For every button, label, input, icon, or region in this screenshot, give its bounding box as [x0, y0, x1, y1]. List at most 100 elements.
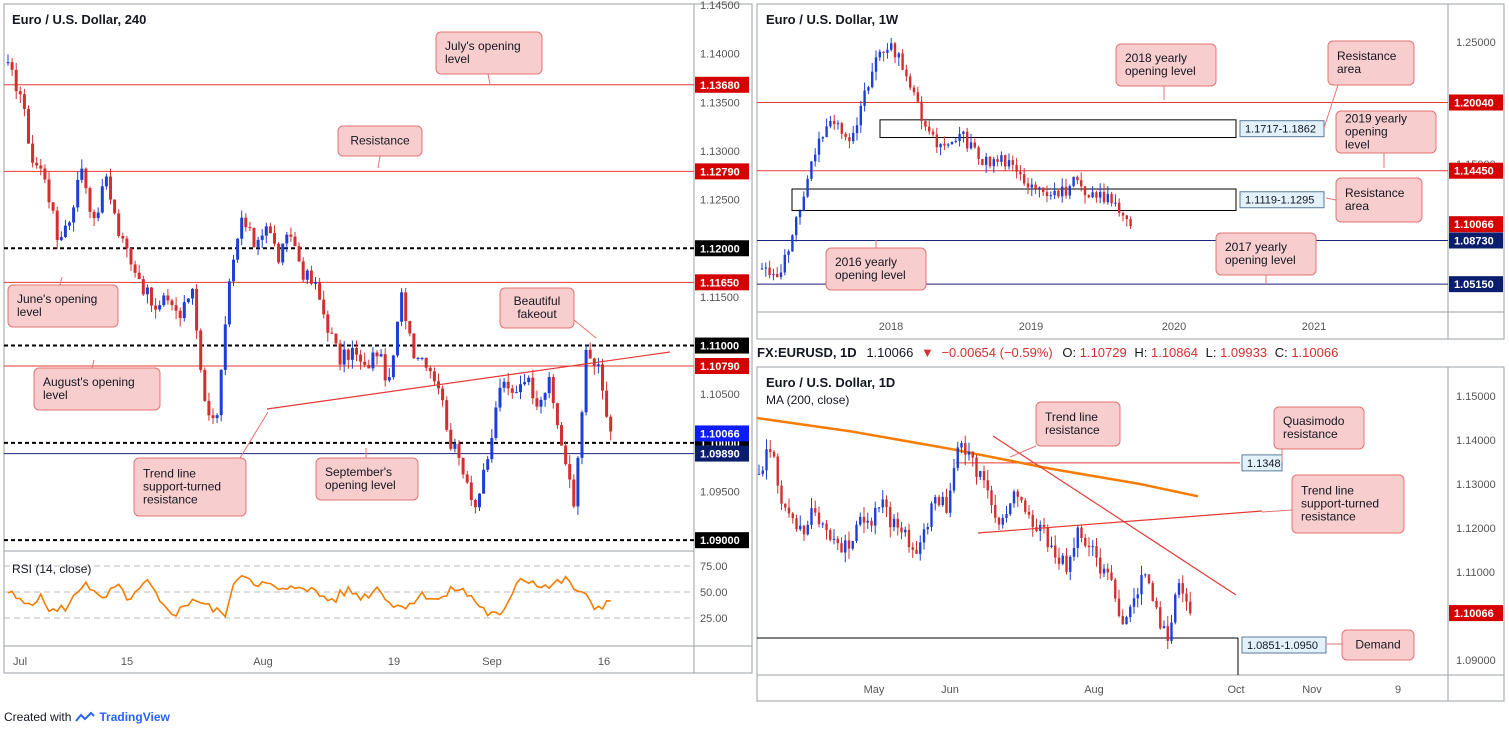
weekly-candle [852, 126, 855, 144]
daily-candle [1031, 510, 1034, 537]
weekly-candle [958, 126, 961, 147]
daily-candle [806, 520, 809, 536]
weekly-candle [1019, 165, 1022, 181]
h4-candle [490, 429, 494, 463]
h4-candle [145, 284, 149, 304]
daily-candle [945, 488, 948, 514]
h4-candle [174, 297, 178, 320]
h4-candle [277, 241, 281, 265]
daily-chart-panel[interactable]: Euro / U.S. Dollar, 1D MA (200, close) 1… [756, 366, 1505, 702]
h4-candle [498, 378, 502, 412]
h4-candle [117, 209, 121, 238]
h4-candle [178, 307, 182, 327]
chart-canvas[interactable]: Euro / U.S. Dollar, 240 1.145001.140001.… [0, 0, 1509, 706]
h4-candle [47, 171, 51, 209]
weekly-candle [874, 50, 878, 81]
weekly-candle [988, 155, 992, 169]
h4-chart-panel[interactable]: Euro / U.S. Dollar, 240 1.145001.140001.… [3, 0, 753, 674]
daily-candle [1102, 564, 1106, 578]
daily-trend-line-support [977, 510, 1263, 534]
h4-candle [396, 321, 399, 358]
callout-resistance-line-0: Resistance [350, 134, 410, 148]
h4-candle [80, 159, 84, 184]
h4-price-tick-4: 1.12500 [700, 195, 740, 207]
daily-candle [1117, 589, 1121, 618]
weekly-candle [1099, 183, 1102, 204]
weekly-candle [912, 85, 916, 96]
daily-candle [1099, 548, 1102, 579]
daily-current-price-label: 1.10066 [1454, 608, 1494, 620]
daily-candle [934, 494, 937, 511]
daily-candle [1132, 588, 1136, 614]
weekly-candle [928, 120, 931, 135]
h4-candle [27, 105, 30, 144]
daily-candle [844, 534, 847, 563]
h4-candle [334, 333, 338, 346]
daily-candle [1140, 565, 1143, 605]
daily-candle [1170, 614, 1173, 644]
h4-candle [39, 159, 43, 176]
callout-resistance-area-1-line-1: area [1337, 62, 1361, 76]
daily-candle [990, 485, 993, 514]
h4-candle [408, 320, 412, 337]
h4-candle [359, 349, 363, 370]
daily-candle [847, 531, 851, 559]
h4-candle [355, 340, 358, 362]
h4-candle [248, 221, 252, 232]
daily-candle [772, 450, 776, 459]
daily-candle [821, 521, 824, 528]
weekly-candle [1110, 191, 1113, 207]
h4-candle [301, 257, 305, 283]
daily-candle [1155, 597, 1158, 610]
daily-candle [1001, 514, 1004, 529]
h4-candle [531, 369, 535, 405]
daily-price-tick-5: 1.09000 [1456, 655, 1496, 667]
h4-candle [535, 390, 539, 410]
h4-horizontal-levels [4, 84, 694, 542]
daily-current-price-label-bg [1449, 605, 1503, 622]
daily-time-tick-4: Nov [1302, 684, 1322, 696]
h4-candle [596, 357, 600, 374]
callout-september-opening-line-1: opening level [325, 478, 396, 492]
h4-candle [330, 327, 334, 335]
h4-candle [113, 199, 117, 215]
h4-candle [543, 392, 547, 407]
daily-candle [1005, 505, 1008, 523]
h4-level-label-7-bg [695, 445, 749, 462]
callout-2017-opening-line-1: opening level [1225, 253, 1296, 267]
h4-candle [580, 410, 584, 465]
h4-candle [560, 422, 563, 446]
daily-candle [915, 540, 918, 555]
callout-2016-opening-line-0: 2016 yearly [835, 255, 897, 269]
weekly-level-label-2-bg [1449, 232, 1503, 249]
weekly-level-label-0: 1.20040 [1454, 98, 1494, 110]
h4-candle [51, 202, 55, 214]
h4-candle [104, 173, 108, 190]
h4-candle [31, 134, 35, 168]
h4-candle [268, 222, 272, 234]
h4-candle [72, 204, 76, 232]
h4-candle [281, 243, 285, 266]
down-arrow-icon: ▼ [921, 345, 934, 360]
weekly-zone-1 [791, 188, 1237, 211]
h4-candle [473, 498, 477, 514]
weekly-chart-panel[interactable]: Euro / U.S. Dollar, 1W 1.250001.15000 20… [756, 3, 1505, 340]
daily-candle [967, 442, 971, 461]
daily-price-tick-2: 1.13000 [1456, 479, 1496, 491]
callout-trend-line-resistance-line-1: resistance [1045, 423, 1100, 437]
daily-candle [1072, 537, 1076, 561]
callout-august-opening-line-0: August's opening [43, 375, 135, 389]
daily-candle [874, 501, 877, 535]
daily-high-label: H: [1134, 345, 1147, 360]
callout-resistance-area-2-line-1: area [1345, 199, 1369, 213]
h4-candle [338, 339, 342, 371]
daily-candle [892, 514, 896, 532]
daily-candle [1129, 604, 1132, 623]
weekly-candle [1007, 153, 1011, 170]
footer-brand[interactable]: TradingView [99, 710, 170, 724]
h4-level-label-7: 1.09890 [700, 449, 740, 461]
callout-demand: Demand [1326, 629, 1415, 661]
weekly-level-label-0-bg [1449, 94, 1503, 111]
